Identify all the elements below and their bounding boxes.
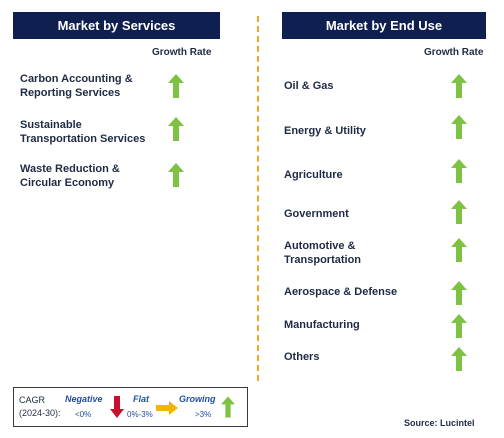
growing-label: Growing — [179, 394, 216, 404]
services-item-label-line2: Transportation Services — [20, 133, 146, 145]
up-arrow-icon — [451, 159, 467, 183]
end-use-panel-title: Market by End Use — [282, 12, 486, 39]
cagr-label: CAGR — [19, 395, 46, 405]
down-arrow-icon — [110, 396, 124, 418]
flat-label: Flat — [133, 394, 150, 404]
services-item-label: Waste Reduction & Circular Economy — [20, 162, 120, 190]
growing-range: >3% — [195, 410, 212, 419]
end-use-panel-title-text: Market by End Use — [325, 18, 443, 33]
up-arrow-icon — [451, 238, 467, 262]
services-panel-title: Market by Services — [13, 12, 220, 39]
end-use-item-label: Aerospace & Defense — [284, 286, 398, 298]
up-arrow-icon — [451, 314, 467, 338]
end-use-item-label: Energy & Utility — [284, 125, 366, 137]
up-arrow-icon — [451, 200, 467, 224]
cagr-period-label: (2024-30): — [19, 408, 61, 418]
services-item-label: Sustainable Transportation Services — [20, 118, 145, 146]
up-arrow-icon — [451, 347, 467, 371]
end-use-item-label-line2: Transportation — [284, 254, 362, 266]
end-use-item-label: Government — [284, 208, 349, 220]
right-arrow-icon — [156, 401, 178, 415]
services-item-label-line1: Carbon Accounting & — [20, 73, 133, 85]
up-arrow-icon — [168, 74, 184, 98]
up-arrow-icon — [168, 163, 184, 187]
up-arrow-icon — [451, 74, 467, 98]
negative-range: <0% — [75, 410, 92, 419]
end-use-item-label: Manufacturing — [284, 319, 360, 331]
services-item-label-line2: Reporting Services — [20, 87, 121, 99]
services-item-label-line1: Waste Reduction & — [20, 163, 120, 175]
end-use-item-label: Others — [284, 351, 320, 363]
negative-label: Negative — [65, 394, 103, 404]
source-note: Source: Lucintel — [404, 418, 475, 428]
end-use-growth-rate-label: Growth Rate — [424, 47, 484, 58]
flat-range: 0%-3% — [127, 410, 153, 419]
up-arrow-icon — [221, 396, 235, 418]
services-item-label-line2: Circular Economy — [20, 177, 115, 189]
end-use-item-label: Agriculture — [284, 169, 343, 181]
end-use-item-label: Automotive & Transportation — [284, 239, 361, 267]
services-panel-title-text: Market by Services — [57, 18, 176, 33]
end-use-item-label: Oil & Gas — [284, 80, 334, 92]
panel-divider — [257, 16, 259, 381]
up-arrow-icon — [168, 117, 184, 141]
up-arrow-icon — [451, 281, 467, 305]
up-arrow-icon — [451, 115, 467, 139]
services-growth-rate-label: Growth Rate — [152, 47, 212, 58]
services-item-label-line1: Sustainable — [20, 119, 82, 131]
end-use-item-label-line1: Automotive & — [284, 240, 356, 252]
cagr-legend: CAGR (2024-30): Negative <0% Flat 0%-3% … — [13, 387, 248, 427]
services-item-label: Carbon Accounting & Reporting Services — [20, 72, 133, 100]
